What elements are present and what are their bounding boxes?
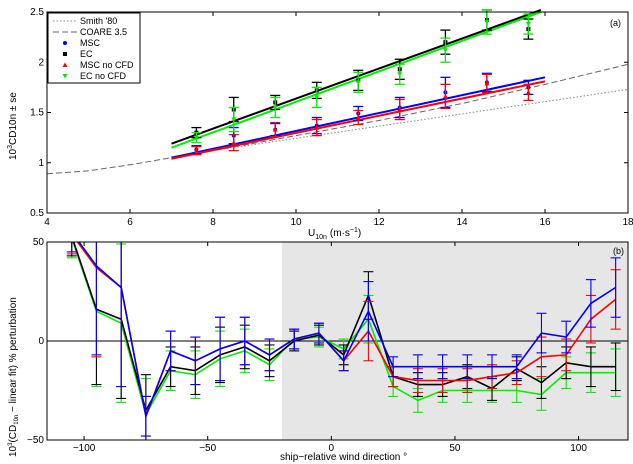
- legend-swatch: [63, 52, 67, 56]
- fit-line-ec-no-cfd: [171, 11, 542, 149]
- panel-b-ticks: −100 −50 0 50 100 −50 0 50: [27, 237, 628, 454]
- data-point: [231, 140, 237, 145]
- data-point: [525, 22, 531, 27]
- legend-item-coare-3-5: COARE 3.5: [53, 27, 127, 37]
- data-point: [355, 115, 361, 120]
- data-point: [314, 95, 320, 100]
- legend-swatch: [62, 62, 68, 67]
- y-tick-label: 1.5: [30, 108, 44, 119]
- panel-a-label: (a): [610, 18, 621, 28]
- panel-b: −100 −50 0 50 100 −50 0 50 (b) ship−relative wi…: [8, 237, 629, 463]
- curve-coare-3-5: [46, 63, 629, 175]
- series-msc-no-cfd: [191, 73, 534, 156]
- panel-b-series: [66, 242, 621, 440]
- legend-label: EC no CFD: [80, 71, 127, 81]
- panel-a-ticks: 4 6 8 10 12 14 16 18 0.5 1 1.5 2 2.5: [30, 7, 633, 228]
- x-tick-label: 8: [210, 217, 216, 228]
- x-tick-label: 12: [373, 217, 385, 228]
- y-tick-label: 2: [38, 57, 44, 68]
- data-point: [193, 135, 199, 141]
- y-tick-label: 0.5: [30, 208, 44, 219]
- data-point: [272, 105, 278, 110]
- legend-label: COARE 3.5: [80, 27, 127, 37]
- x-tick-label: 6: [127, 217, 133, 228]
- y-tick-label: 50: [33, 237, 45, 248]
- legend-item-msc-no-cfd: MSC no CFD: [62, 60, 134, 70]
- data-point: [314, 125, 320, 130]
- x-tick-label: 14: [456, 217, 468, 228]
- legend-box: [47, 12, 141, 84]
- x-tick-label: −50: [199, 443, 216, 454]
- x-tick-label: −100: [73, 443, 96, 454]
- data-point: [272, 127, 278, 132]
- panel-b-label: (b): [613, 246, 624, 256]
- legend-label: MSC no CFD: [80, 60, 134, 70]
- legend-label: MSC: [80, 38, 101, 48]
- data-point: [442, 48, 448, 53]
- panel-a-xlabel: U10n (m·s−1): [308, 227, 361, 241]
- data-point: [442, 93, 448, 99]
- x-tick-label: 100: [570, 443, 587, 454]
- panel-b-ylabel: 103(CD10n − linear fit) % perturbation: [8, 297, 20, 457]
- y-tick-label: 0: [38, 336, 44, 347]
- panel-b-clipped: [66, 242, 621, 440]
- legend-item-ec-no-cfd: EC no CFD: [62, 71, 127, 81]
- y-tick-label: 1: [38, 158, 44, 169]
- data-point: [193, 148, 199, 153]
- x-tick-label: 16: [539, 217, 551, 228]
- panel-b-xlabel: ship−relative wind direction °: [280, 452, 407, 463]
- legend-item-smith-80: Smith '80: [53, 16, 117, 26]
- panel-a-background: [47, 12, 628, 213]
- x-tick-label: 50: [449, 443, 461, 454]
- legend-swatch: [63, 41, 67, 45]
- data-point: [231, 117, 237, 123]
- legend-item-msc: MSC: [63, 38, 101, 48]
- x-tick-label: 18: [622, 217, 633, 228]
- legend-label: Smith '80: [80, 16, 117, 26]
- data-point: [484, 80, 490, 86]
- data-point: [397, 106, 403, 112]
- data-point: [484, 20, 490, 25]
- x-tick-label: 10: [290, 217, 302, 228]
- panel-a: 4 6 8 10 12 14 16 18 0.5 1 1.5 2 2.5 (a) U10n (m·s−1)…: [7, 7, 633, 241]
- x-tick-label: 4: [44, 217, 50, 228]
- panel-a-series: [191, 9, 534, 156]
- data-point: [397, 72, 403, 77]
- data-point: [355, 80, 361, 85]
- x-tick-label: 0: [329, 443, 335, 454]
- legend-swatch: [62, 74, 68, 79]
- legend-label: EC: [80, 49, 93, 59]
- y-tick-label: −50: [27, 435, 44, 446]
- series-line: [77, 242, 617, 420]
- series-b-msc: [66, 242, 621, 437]
- data-point: [525, 89, 531, 95]
- panel-a-ylabel: 103CD10n ± se: [7, 92, 19, 160]
- y-tick-label: 2.5: [30, 7, 44, 18]
- legend-item-ec: EC: [63, 49, 93, 59]
- series-ec-no-cfd: [191, 9, 534, 144]
